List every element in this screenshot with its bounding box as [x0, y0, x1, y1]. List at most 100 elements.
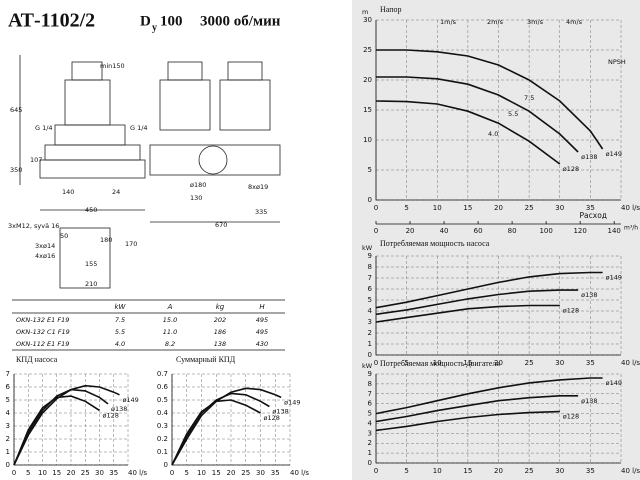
y-tick-label: 8: [368, 263, 372, 271]
x-tick-label: 20: [67, 469, 76, 477]
x-tick-label: 30: [256, 469, 265, 477]
series-line: [13, 384, 120, 466]
dimension-label: 645: [10, 106, 22, 114]
x-tick-label: 5: [404, 359, 408, 367]
y-tick-label: 1: [368, 340, 372, 348]
x-tick-label: 0: [12, 469, 16, 477]
y-tick-label: 0.5: [157, 396, 168, 404]
x-tick-label: 0: [374, 467, 378, 475]
series-line: [375, 304, 560, 323]
x-tick-label: 15: [212, 469, 221, 477]
x-tick-label: 30: [555, 359, 564, 367]
x-tick-label: 10: [433, 359, 442, 367]
x2-tick-label: 80: [508, 227, 517, 235]
x-tick-label: 30: [555, 204, 564, 212]
table-cell: 495: [256, 316, 268, 324]
y-tick-label: 2: [368, 329, 372, 337]
x2-tick-label: 0: [374, 227, 378, 235]
series-line: [375, 271, 603, 309]
y-tick-label: 0: [6, 461, 10, 469]
y-tick-label: 5: [6, 396, 10, 404]
table-header: H: [259, 303, 265, 311]
series-label: ø128: [563, 307, 579, 315]
y-tick-label: 5: [368, 410, 372, 418]
x2-tick-label: 20: [406, 227, 415, 235]
x-tick-label: 20: [494, 204, 503, 212]
y-tick-label: 5: [368, 166, 372, 174]
series-line: [171, 399, 261, 466]
series-line: [375, 395, 579, 423]
y-tick-label: 0.2: [157, 435, 168, 443]
series-line: [375, 410, 560, 432]
chart-title: Потребляемая мощность насоса: [380, 239, 490, 248]
pump-casing: [44, 144, 141, 161]
series-line: [375, 377, 603, 415]
x-tick-label: 15: [463, 359, 472, 367]
axis-frame: [375, 256, 621, 356]
table-cell: OKN-112 E1 F19: [16, 340, 69, 348]
x-tick-label: 35: [586, 204, 595, 212]
x2-tick-label: 140: [608, 227, 621, 235]
y-axis-label: kW: [362, 362, 373, 370]
x-tick-label: 35: [586, 359, 595, 367]
x-tick-label: 35: [586, 467, 595, 475]
y-tick-label: 7: [368, 274, 372, 282]
x2-tick-label: 120: [573, 227, 586, 235]
d-symbol: D: [140, 13, 151, 29]
y-tick-label: 6: [6, 383, 11, 391]
x-tick-label: 10: [433, 467, 442, 475]
d-sub: у: [152, 22, 157, 33]
annotation: 1m/s: [440, 18, 457, 26]
y-tick-label: 25: [363, 46, 372, 54]
series-label: ø149: [606, 150, 622, 158]
y-tick-label: 0: [164, 461, 168, 469]
series-label: ø128: [563, 165, 579, 173]
dimension-label: 350: [10, 166, 22, 174]
dimension-label: 450: [85, 206, 97, 214]
y-tick-label: 8: [368, 380, 372, 388]
motor-cap: [71, 61, 103, 81]
x-tick-label: 0: [374, 359, 378, 367]
dimension-label: 210: [85, 280, 97, 288]
x-tick-label: 15: [52, 469, 61, 477]
dimension-label: 8xø19: [248, 183, 268, 191]
y-tick-label: 3: [6, 422, 10, 430]
axis-frame: [375, 20, 621, 201]
x-tick-label: 35: [109, 469, 118, 477]
series-label: ø138: [581, 153, 597, 161]
x-tick-label: 40 l/s: [621, 467, 640, 475]
y-tick-label: 6: [368, 285, 373, 293]
dimension-label: 3xø14: [35, 242, 55, 250]
annotation: 4.0: [488, 130, 498, 138]
y-tick-label: 2: [6, 435, 10, 443]
series-label: ø149: [122, 396, 138, 404]
x-tick-label: 15: [463, 467, 472, 475]
table-cell: 7.5: [115, 316, 125, 324]
x2-axis-label: Расход: [580, 211, 607, 220]
y-tick-label: 6: [368, 400, 373, 408]
x-tick-label: 40 l/s: [621, 204, 640, 212]
annotation: 3m/s: [527, 18, 544, 26]
x-tick-label: 10: [433, 204, 442, 212]
dimension-label: 180: [100, 236, 112, 244]
y-tick-label: 3: [368, 318, 372, 326]
x-tick-label: 5: [185, 469, 189, 477]
base: [39, 159, 146, 179]
chart-title: Напор: [380, 5, 402, 14]
y-tick-label: 0: [368, 459, 372, 467]
speed: 3000 об/мин: [200, 13, 281, 29]
y-tick-label: 1: [368, 449, 372, 457]
x-tick-label: 40 l/s: [290, 469, 309, 477]
table-cell: 138: [214, 340, 226, 348]
x-tick-label: 40 l/s: [621, 359, 640, 367]
x2-tick-label: 100: [539, 227, 552, 235]
y-tick-label: 4: [368, 307, 373, 315]
y-tick-label: 7: [6, 370, 10, 378]
x-tick-label: 25: [241, 469, 250, 477]
series-label: ø138: [111, 405, 127, 413]
dimension-label: 107: [30, 156, 42, 164]
x-tick-label: 5: [26, 469, 30, 477]
dimension-label: 155: [85, 260, 97, 268]
dimension-label: G 1/4: [35, 124, 53, 132]
